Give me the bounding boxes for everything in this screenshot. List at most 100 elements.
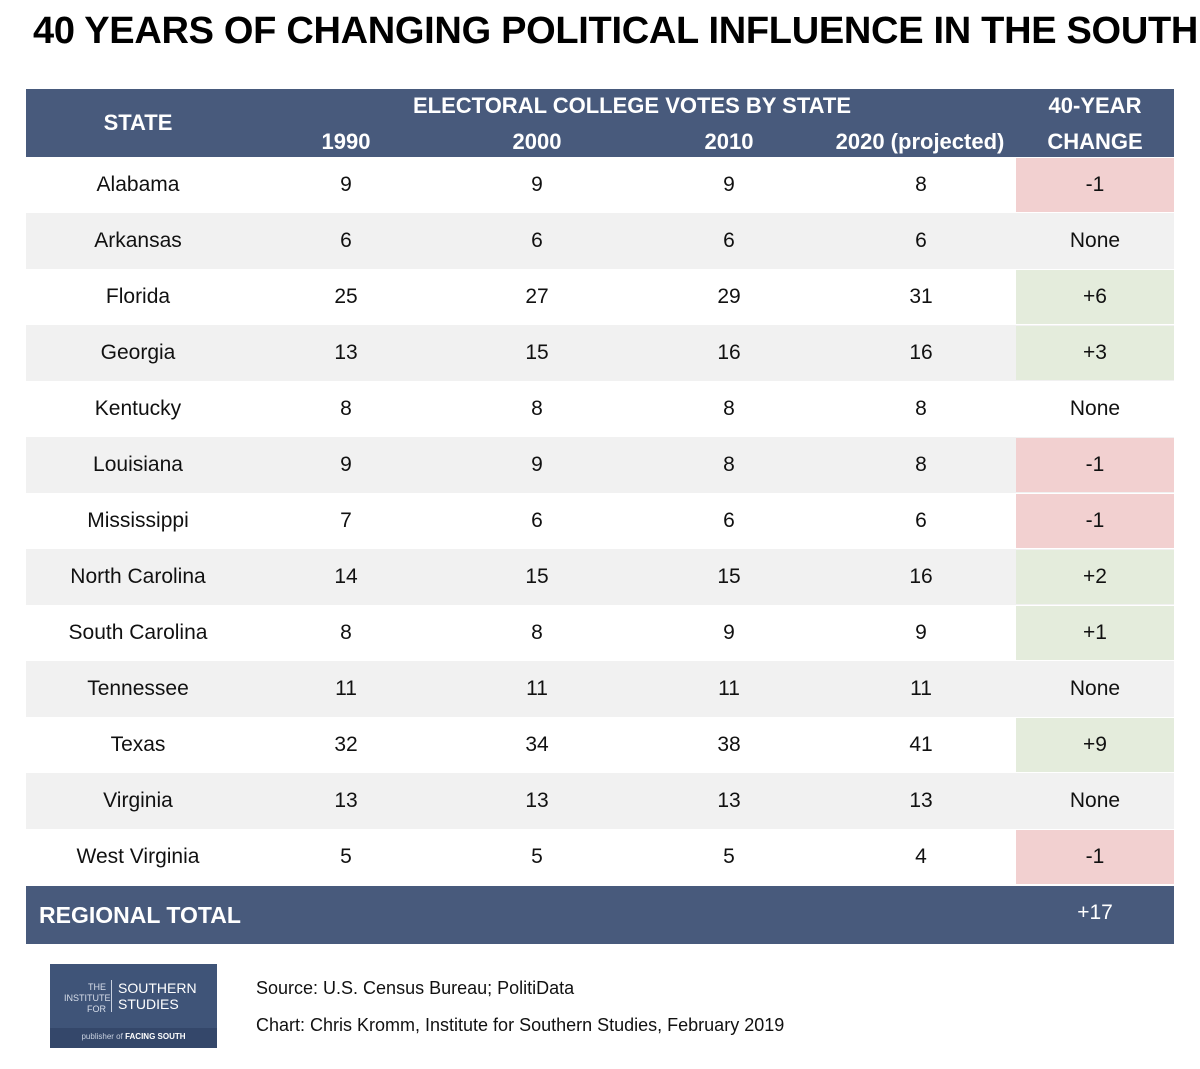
table-row: Virginia 13 13 13 13 None [26, 773, 1174, 829]
table-row: Tennessee 11 11 11 11 None [26, 661, 1174, 717]
votes-cell: 13 [909, 789, 933, 812]
votes-cell: 16 [909, 565, 933, 588]
votes-cell: 5 [531, 845, 543, 868]
votes-cell: 15 [525, 341, 549, 364]
votes-cell: 16 [909, 341, 933, 364]
regional-total-label: REGIONAL TOTAL [39, 902, 241, 928]
logo-divider [111, 980, 112, 1012]
state-name-cell: Mississippi [87, 509, 189, 532]
votes-cell: 11 [335, 677, 357, 700]
votes-cell: 11 [718, 677, 740, 700]
table-header: STATE ELECTORAL COLLEGE VOTES BY STATE 1… [26, 89, 1174, 157]
change-cell: None [1069, 789, 1121, 812]
votes-cell: 6 [915, 509, 927, 532]
page-title: 40 YEARS OF CHANGING POLITICAL INFLUENCE… [33, 10, 1199, 52]
credit-note: Chart: Chris Kromm, Institute for Southe… [256, 1015, 785, 1035]
table-row: West Virginia 5 5 5 4 -1 [26, 829, 1174, 885]
votes-cell: 16 [717, 341, 741, 364]
state-name-cell: North Carolina [70, 565, 206, 588]
table-row: Mississippi 7 6 6 6 -1 [26, 493, 1174, 549]
votes-cell: 32 [334, 733, 358, 756]
votes-cell: 6 [531, 509, 543, 532]
votes-cell: 8 [340, 397, 352, 420]
votes-cell: 6 [915, 229, 927, 252]
change-cell: +6 [1016, 270, 1174, 324]
votes-cell: 13 [525, 789, 549, 812]
votes-cell: 11 [526, 677, 548, 700]
votes-cell: 8 [915, 173, 927, 196]
votes-cell: 8 [723, 397, 735, 420]
header-year-2010: 2010 [704, 129, 754, 154]
table-row: Louisiana 9 9 8 8 -1 [26, 437, 1174, 493]
votes-cell: 34 [525, 733, 549, 756]
change-cell: None [1069, 229, 1121, 252]
votes-cell: 9 [723, 621, 735, 644]
votes-cell: 9 [531, 173, 543, 196]
votes-cell: 15 [525, 565, 549, 588]
header-change-line2: CHANGE [1047, 129, 1143, 154]
state-name-cell: Georgia [100, 341, 176, 364]
votes-cell: 9 [915, 621, 927, 644]
table-row: Arkansas 6 6 6 6 None [26, 213, 1174, 269]
logo-name: SOUTHERN STUDIES [118, 980, 197, 1012]
votes-cell: 8 [915, 453, 927, 476]
state-name-cell: West Virginia [76, 845, 200, 868]
votes-cell: 13 [334, 341, 358, 364]
table-footer: REGIONAL TOTAL +17 [26, 886, 1174, 944]
votes-cell: 8 [531, 397, 543, 420]
logo-footer-bar [50, 1028, 217, 1048]
header-year-1990: 1990 [321, 129, 371, 154]
state-name-cell: Florida [105, 285, 171, 308]
votes-cell: 6 [723, 509, 735, 532]
votes-cell: 13 [717, 789, 741, 812]
votes-cell: 8 [915, 397, 927, 420]
header-change-line1: 40-YEAR [1048, 93, 1142, 118]
change-cell: +9 [1016, 718, 1174, 772]
state-name-cell: Alabama [96, 173, 180, 196]
votes-cell: 6 [340, 229, 352, 252]
logo-prefix: THE INSTITUTE FOR [64, 982, 111, 1014]
state-name-cell: Arkansas [94, 229, 182, 252]
votes-cell: 7 [340, 509, 352, 532]
votes-cell: 9 [723, 173, 735, 196]
change-cell: -1 [1016, 158, 1174, 212]
votes-cell: 11 [910, 677, 932, 700]
table-row: Texas 32 34 38 41 +9 [26, 717, 1174, 773]
votes-cell: 15 [717, 565, 741, 588]
institute-logo: THE INSTITUTE FOR SOUTHERN STUDIES publi… [50, 964, 217, 1048]
votes-cell: 9 [340, 173, 352, 196]
change-cell: None [1069, 397, 1121, 420]
votes-cell: 5 [723, 845, 735, 868]
votes-cell: 8 [340, 621, 352, 644]
header-group: ELECTORAL COLLEGE VOTES BY STATE [412, 93, 851, 118]
header-year-2000: 2000 [512, 129, 562, 154]
source-note: Source: U.S. Census Bureau; PolitiData [256, 978, 575, 998]
votes-cell: 25 [334, 285, 358, 308]
state-name-cell: South Carolina [68, 621, 208, 644]
state-name-cell: Tennessee [87, 677, 189, 700]
regional-total-value: +17 [1077, 901, 1113, 924]
table-row: Alabama 9 9 9 8 -1 [26, 157, 1174, 213]
table-row: South Carolina 8 8 9 9 +1 [26, 605, 1174, 661]
votes-cell: 13 [334, 789, 358, 812]
change-cell: +1 [1016, 606, 1174, 660]
table-row: North Carolina 14 15 15 16 +2 [26, 549, 1174, 605]
table-body: Alabama 9 9 9 8 -1 Arkansas 6 6 6 6 None Florida 25 27… [26, 157, 1174, 885]
votes-cell: 31 [909, 285, 933, 308]
votes-cell: 9 [531, 453, 543, 476]
state-name-cell: Kentucky [94, 397, 182, 420]
change-cell: -1 [1016, 438, 1174, 492]
state-name-cell: Louisiana [93, 453, 183, 476]
votes-cell: 6 [531, 229, 543, 252]
votes-cell: 5 [340, 845, 352, 868]
votes-cell: 9 [340, 453, 352, 476]
votes-cell: 38 [717, 733, 741, 756]
change-cell: None [1069, 677, 1121, 700]
change-cell: -1 [1016, 494, 1174, 548]
header-state: STATE [103, 110, 173, 135]
state-name-cell: Virginia [103, 789, 173, 812]
votes-cell: 6 [723, 229, 735, 252]
change-cell: -1 [1016, 830, 1174, 884]
change-cell: +3 [1016, 326, 1174, 380]
votes-cell: 4 [915, 845, 927, 868]
